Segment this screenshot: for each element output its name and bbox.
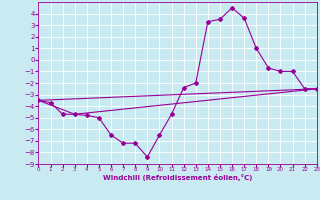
X-axis label: Windchill (Refroidissement éolien,°C): Windchill (Refroidissement éolien,°C) (103, 174, 252, 181)
